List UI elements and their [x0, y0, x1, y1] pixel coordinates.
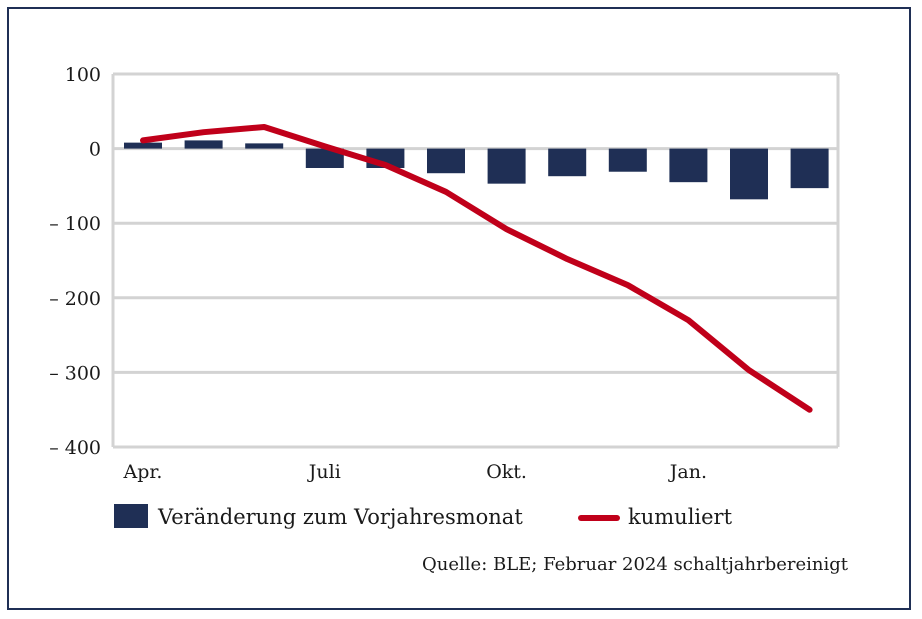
chart-frame [7, 7, 911, 610]
x-tick-label: Apr. [123, 461, 163, 483]
grid [111, 72, 840, 449]
y-tick-label: – 100 [49, 213, 101, 235]
bar [184, 140, 223, 149]
cumulative-line [140, 123, 813, 413]
y-tick-label: 100 [65, 64, 101, 86]
x-tick-label: Juli [307, 461, 341, 483]
bar [669, 148, 708, 183]
bar [608, 148, 647, 172]
bar [730, 148, 768, 200]
y-tick-label: – 200 [49, 288, 101, 310]
y-tick-label: 0 [89, 139, 101, 161]
bar [305, 148, 344, 168]
bar [245, 143, 284, 149]
bar [124, 142, 162, 149]
x-tick-label: Okt. [486, 461, 527, 483]
bar [790, 148, 829, 189]
y-tick-label: – 300 [49, 362, 101, 384]
legend-label-bar: Veränderung zum Vorjahresmonat [157, 505, 523, 529]
legend-label-line: kumuliert [628, 505, 733, 529]
source-note: Quelle: BLE; Februar 2024 schaltjahrbere… [422, 554, 848, 575]
y-axis-ticks: 100 0 – 100 – 200 – 300 – 400 [49, 64, 101, 459]
line-series [140, 123, 813, 413]
legend-swatch-bar [114, 504, 148, 528]
bar-series [124, 140, 829, 200]
bar [427, 148, 465, 174]
legend: Veränderung zum Vorjahresmonat kumuliert [114, 504, 733, 529]
x-axis-ticks: Apr. Juli Okt. Jan. [123, 461, 707, 483]
bar [487, 148, 526, 184]
y-tick-label: – 400 [49, 437, 101, 459]
bar [548, 148, 587, 177]
x-tick-label: Jan. [668, 461, 707, 483]
